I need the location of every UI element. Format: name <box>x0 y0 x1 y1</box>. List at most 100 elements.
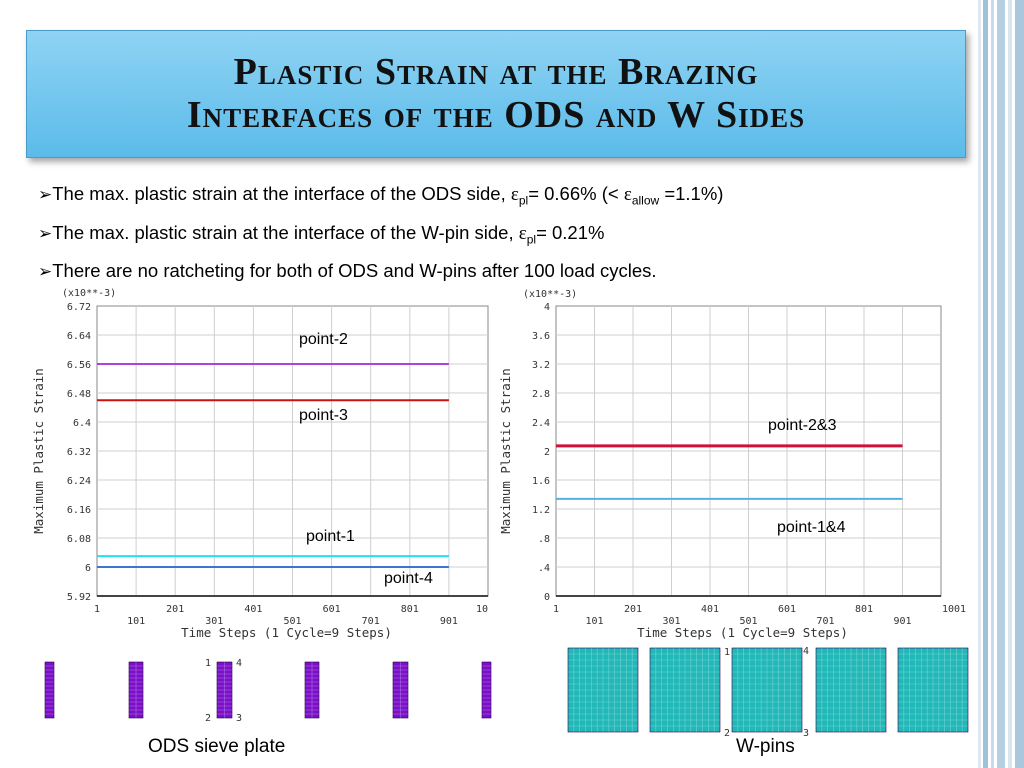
mesh-node-label: 3 <box>236 713 242 724</box>
bullet-text: =1.1%) <box>659 183 724 204</box>
ods-mesh-strip <box>481 661 492 719</box>
y-tick-label: 2.4 <box>532 418 550 429</box>
caption-ods-sieve-plate: ODS sieve plate <box>148 736 286 757</box>
y-tick-label: 2.8 <box>532 389 550 400</box>
mesh-node-label: 2 <box>205 713 211 724</box>
y-tick-label: 0 <box>544 592 550 603</box>
epsilon-symbol: ε <box>518 222 527 244</box>
y-tick-label: 1.6 <box>532 476 550 487</box>
bullet-text: = 0.21% <box>536 221 605 243</box>
mesh-node-label: 1 <box>724 647 730 658</box>
x-tick-label: 1001 <box>942 604 966 615</box>
mesh-node-label: 2 <box>724 728 730 739</box>
bullet-text: The max. plastic strain at the interface… <box>52 221 519 243</box>
bullet-arrow-icon: ➢ <box>38 185 53 204</box>
x-tick-label: 1 <box>553 604 559 615</box>
x-axis-label: Time Steps (1 Cycle=9 Steps) <box>181 625 392 640</box>
x-tick-label: 201 <box>624 604 642 615</box>
y-tick-label: .4 <box>538 563 550 574</box>
y-tick-label: 3.2 <box>532 360 550 371</box>
bullet-item: ➢There are no ratcheting for both of ODS… <box>38 255 968 287</box>
y-tick-label: .8 <box>538 534 550 545</box>
mesh-block <box>128 661 144 719</box>
series-label: point-1&4 <box>777 519 846 536</box>
bullet-text: The max. plastic strain at the interface… <box>52 183 511 204</box>
x-tick-label: 601 <box>778 604 796 615</box>
bullet-text: = 0.66% (< <box>528 183 624 204</box>
slide-title: Plastic Strain at the Brazing Interfaces… <box>27 51 965 137</box>
series-label: point-2&3 <box>768 417 837 434</box>
mesh-block <box>481 661 492 719</box>
mesh-block <box>392 661 409 719</box>
ods-mesh-strip <box>304 661 320 719</box>
y-tick-label: 6.08 <box>67 534 91 545</box>
title-banner: Plastic Strain at the Brazing Interfaces… <box>26 30 966 158</box>
mesh-node-label: 4 <box>236 658 242 669</box>
x-tick-label: 801 <box>855 604 873 615</box>
y-tick-label: 2 <box>544 447 550 458</box>
chart-2: 0 .4 .8 1.2 1.6 2 2.4 2.8 3.2 3.6 4 1 201 401 601 801 10… <box>498 289 966 640</box>
bullet-arrow-icon: ➢ <box>38 223 53 243</box>
bullet-text: There are no ratcheting for both of ODS … <box>52 260 657 282</box>
title-line-2: Interfaces of the ODS and W Sides <box>186 94 806 136</box>
axis-scale-note: (x10**-3) <box>523 289 577 300</box>
x-tick-label: 901 <box>893 616 911 627</box>
mesh-block <box>731 647 803 733</box>
epsilon-symbol: ε <box>623 184 632 205</box>
y-tick-label: 6.64 <box>67 331 91 342</box>
x-tick-label: 201 <box>166 604 184 615</box>
y-tick-label: 6.56 <box>67 360 91 371</box>
x-tick-label: 401 <box>701 604 719 615</box>
x-tick-label: 501 <box>283 616 301 627</box>
mesh-node-label: 1 <box>205 658 211 669</box>
slide-decoration <box>978 0 1024 768</box>
title-line-1: Plastic Strain at the Brazing <box>233 51 759 93</box>
x-tick-label: 1 <box>94 604 100 615</box>
mesh-node-label: 3 <box>803 728 809 739</box>
y-tick-label: 5.92 <box>67 592 91 603</box>
w-pin-mesh-block <box>567 647 639 733</box>
y-tick-label: 6.48 <box>67 389 91 400</box>
ods-mesh-strip <box>216 661 233 719</box>
ods-mesh-strip <box>44 661 55 719</box>
series-label: point-1 <box>306 528 355 545</box>
mesh-block <box>649 647 721 733</box>
y-tick-label: 4 <box>544 302 550 313</box>
mesh-block <box>567 647 639 733</box>
y-tick-label: 6.72 <box>67 302 91 313</box>
y-tick-label: 3.6 <box>532 331 550 342</box>
series-label: point-4 <box>384 570 433 587</box>
subscript: allow <box>631 193 660 208</box>
x-tick-label: 501 <box>739 616 757 627</box>
w-pin-mesh-block <box>731 647 803 733</box>
x-tick-label: 10 <box>476 604 488 615</box>
x-tick-label: 901 <box>440 616 458 627</box>
bullet-item: ➢The max. plastic strain at the interfac… <box>38 217 968 256</box>
w-pin-mesh-block <box>649 647 721 733</box>
axis-scale-note: (x10**-3) <box>62 288 116 299</box>
series-label: point-3 <box>299 407 348 424</box>
x-tick-label: 301 <box>205 616 223 627</box>
x-tick-label: 601 <box>323 604 341 615</box>
x-tick-label: 701 <box>816 616 834 627</box>
mesh-block <box>44 661 55 719</box>
x-tick-label: 401 <box>244 604 262 615</box>
caption-w-pins: W-pins <box>736 736 795 757</box>
y-tick-label: 1.2 <box>532 505 550 516</box>
bullet-list: ➢The max. plastic strain at the interfac… <box>38 178 968 287</box>
ods-mesh-strip <box>128 661 144 719</box>
mesh-block <box>216 661 233 719</box>
mesh-block <box>897 647 969 733</box>
x-tick-label: 101 <box>127 616 145 627</box>
y-axis-label: Maximum Plastic Strain <box>498 368 513 534</box>
mesh-node-label: 4 <box>803 646 809 657</box>
x-tick-label: 301 <box>662 616 680 627</box>
x-tick-label: 101 <box>585 616 603 627</box>
mesh-illustrations: 1 4 2 3 1 4 2 3 <box>44 646 969 739</box>
x-axis-label: Time Steps (1 Cycle=9 Steps) <box>637 625 848 640</box>
ods-mesh-strip <box>392 661 409 719</box>
series-label: point-2 <box>299 331 348 348</box>
y-tick-label: 6.24 <box>67 476 91 487</box>
epsilon-symbol: ε <box>510 184 519 205</box>
